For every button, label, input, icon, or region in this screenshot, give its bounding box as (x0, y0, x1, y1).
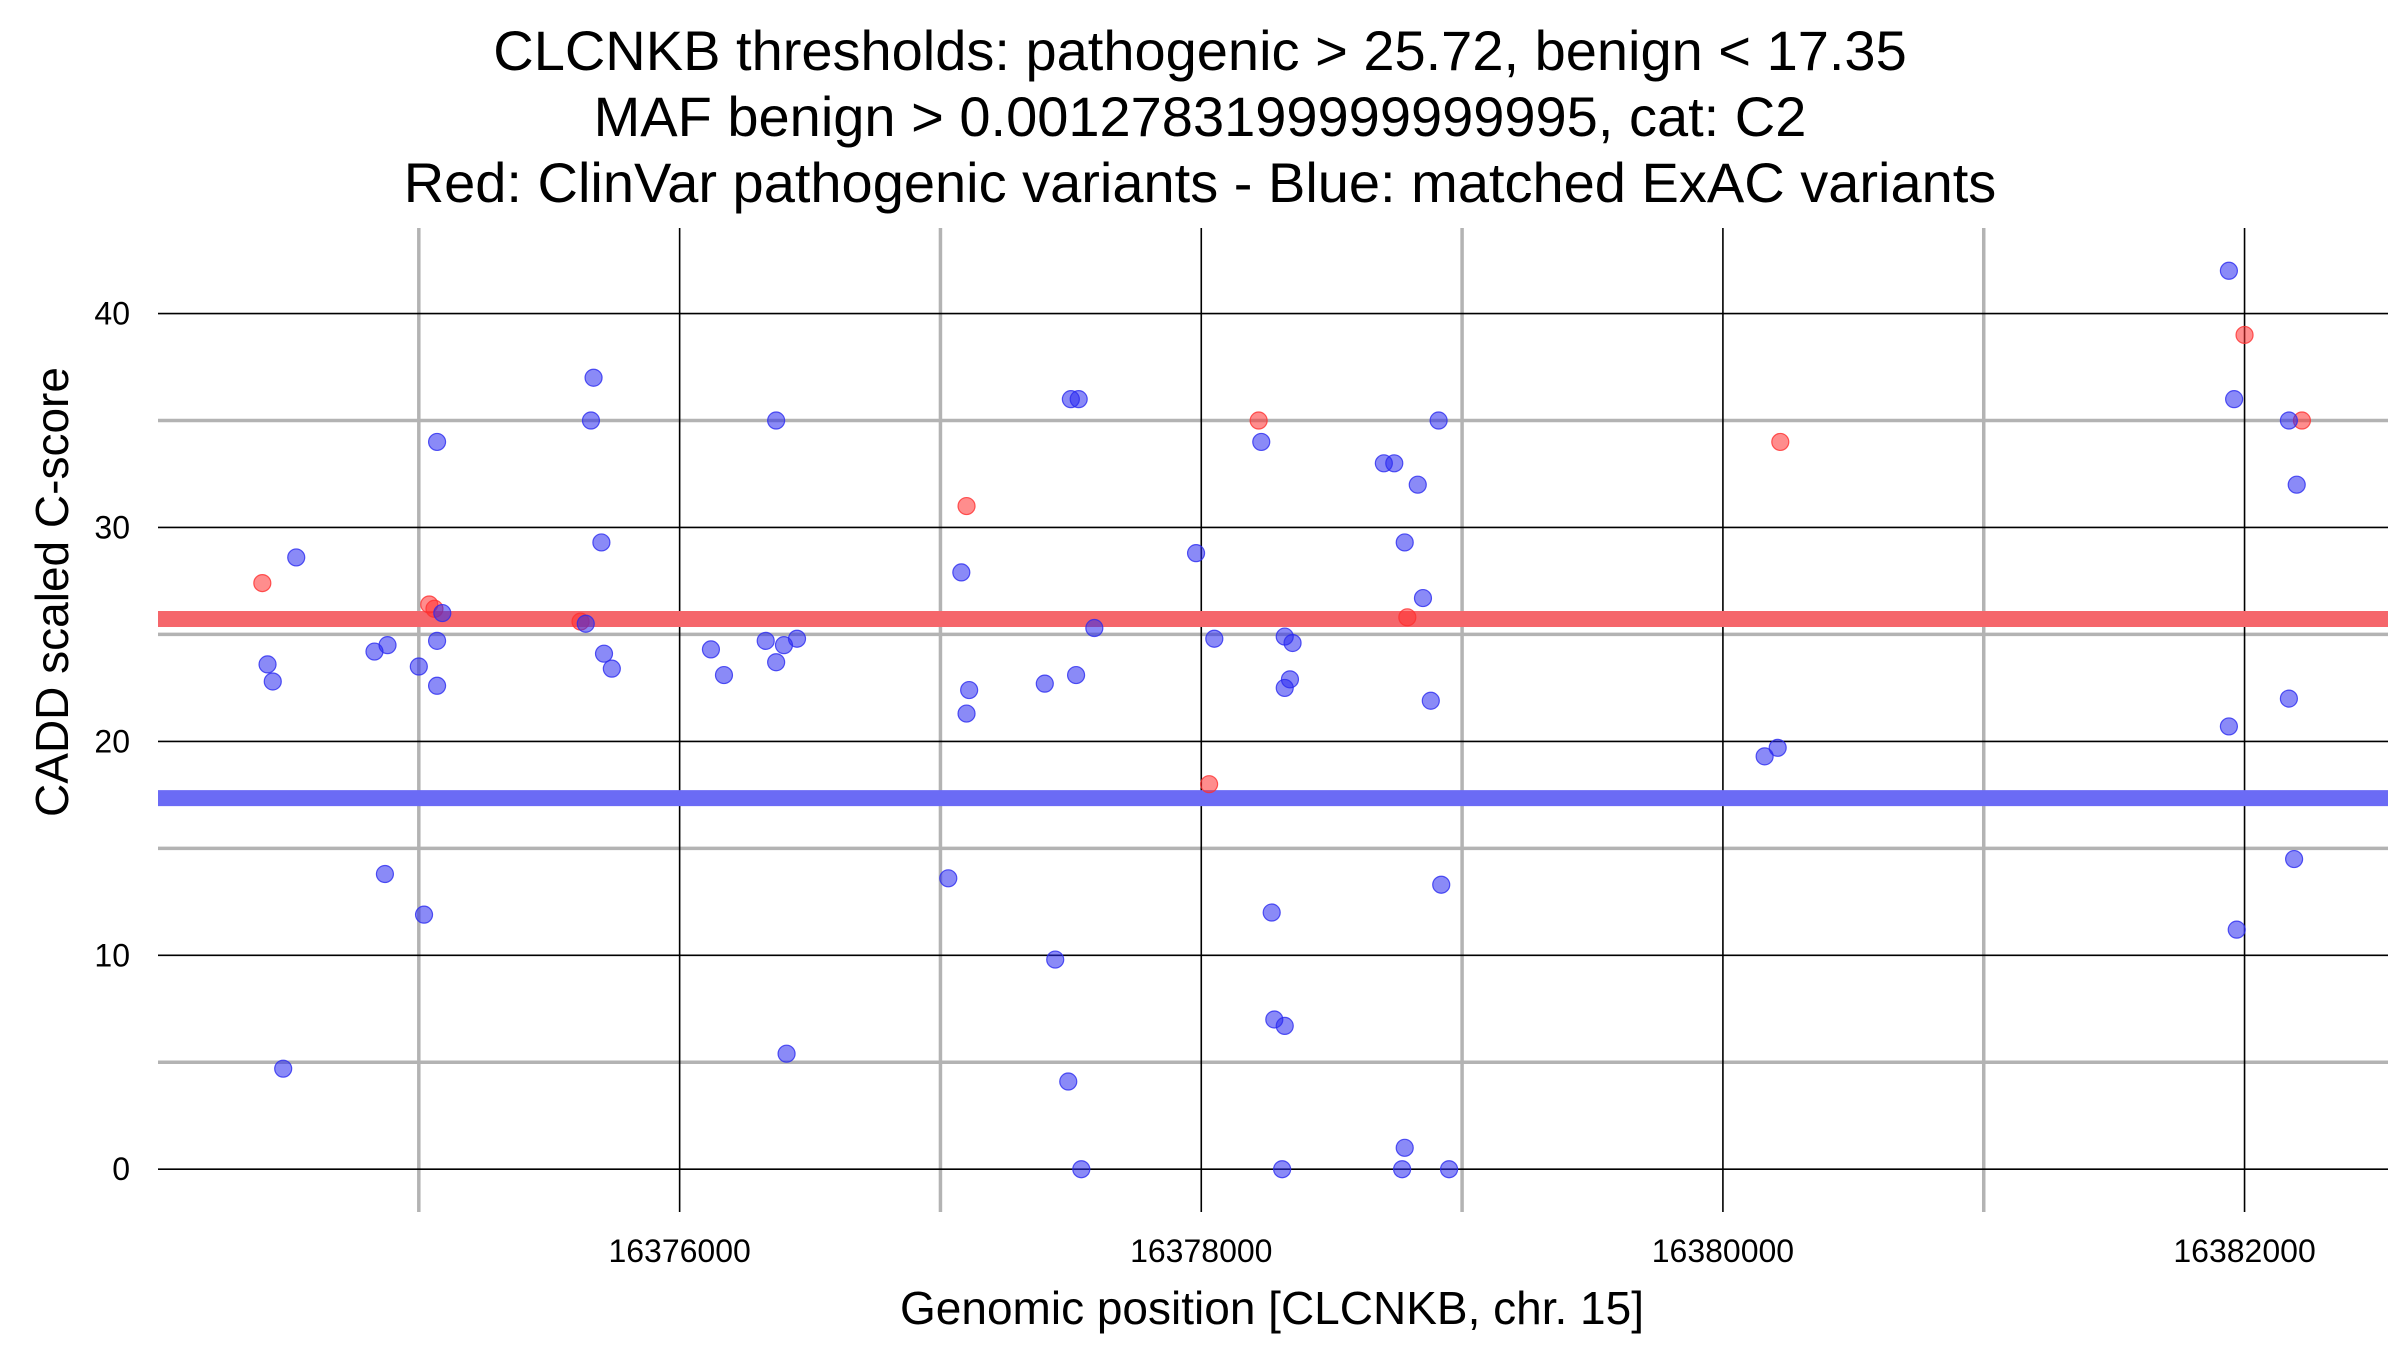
exac-point (1395, 1138, 1414, 1157)
exac-point (952, 563, 971, 582)
exac-point (1186, 544, 1206, 563)
chart-title-line-2: MAF benign > 0.0012783199999999995, cat:… (593, 85, 1807, 148)
exac-point (427, 631, 447, 650)
exac-point (1273, 1160, 1292, 1179)
exac-point (1066, 665, 1086, 685)
clinvar-point (253, 573, 272, 593)
exac-point (576, 614, 595, 633)
exac-point (1046, 950, 1065, 969)
y-tick-label: 30 (94, 509, 130, 545)
exac-point (258, 655, 277, 674)
exac-point (1755, 747, 1774, 766)
exac-point (1069, 390, 1088, 409)
exac-point (756, 631, 775, 650)
exac-point (427, 676, 447, 695)
exac-point (433, 603, 452, 623)
exac-point (714, 665, 734, 685)
threshold-lines (158, 611, 2388, 807)
exac-point (2225, 390, 2244, 409)
exac-point (701, 640, 721, 659)
exac-point (2219, 717, 2239, 736)
exac-point (1395, 533, 1414, 552)
exac-point (1085, 618, 1104, 638)
exac-point (1059, 1072, 1078, 1091)
exac-point (602, 659, 621, 678)
clinvar-point (1771, 432, 1790, 452)
exac-point (274, 1059, 293, 1078)
exac-point (287, 548, 306, 567)
y-tick-label: 0 (112, 1151, 130, 1187)
exac-point (1385, 454, 1404, 473)
clinvar-point (957, 496, 976, 516)
y-axis-label: CADD scaled C-score (26, 367, 78, 817)
exac-point (1072, 1160, 1091, 1179)
exac-point (1768, 738, 1787, 757)
y-tick-label: 20 (94, 723, 130, 759)
x-tick-label: 16380000 (1652, 1233, 1794, 1269)
exac-point (960, 680, 979, 700)
exac-point (2219, 261, 2239, 280)
exac-point (1283, 633, 1302, 653)
exac-point (777, 1044, 796, 1063)
x-tick-label: 16376000 (608, 1233, 750, 1269)
x-axis-label: Genomic position [CLCNKB, chr. 15] (900, 1282, 1644, 1334)
exac-point (584, 368, 603, 387)
exac-point (1275, 1016, 1294, 1035)
exac-point (1432, 875, 1451, 894)
clinvar-point (1398, 608, 1417, 627)
exac-point (2287, 475, 2306, 494)
exac-point (1408, 475, 1427, 494)
exac-point (409, 657, 428, 676)
exac-point (592, 533, 611, 552)
axis-ticks: 0 10 20 30 40 16376000 16378000 16380000 1638200… (94, 296, 2315, 1269)
exac-point (2279, 689, 2298, 708)
exac-point (1252, 432, 1271, 452)
exac-point (378, 636, 397, 655)
clinvar-point (1249, 411, 1268, 430)
data-points (253, 261, 2312, 1179)
x-tick-label: 16378000 (1130, 1233, 1272, 1269)
chart-title-line-1: CLCNKB thresholds: pathogenic > 25.72, b… (493, 19, 1907, 82)
exac-point (2279, 411, 2298, 430)
exac-point (1205, 629, 1224, 648)
exac-point (1262, 903, 1281, 922)
exac-point (1421, 691, 1440, 710)
exac-point (767, 411, 786, 430)
exac-point (1035, 674, 1054, 693)
exac-point (1280, 670, 1300, 689)
exac-point (581, 411, 601, 430)
chart-title-line-3: Red: ClinVar pathogenic variants - Blue:… (403, 151, 1997, 214)
clinvar-point (2235, 325, 2254, 345)
exac-point (767, 653, 786, 672)
exac-point (1439, 1160, 1459, 1179)
y-tick-label: 10 (94, 937, 130, 973)
exac-point (2227, 920, 2246, 939)
grid-lines (158, 228, 2388, 1212)
exac-point (957, 704, 976, 723)
x-tick-label: 16382000 (2173, 1233, 2315, 1269)
exac-point (414, 905, 434, 924)
exac-point (263, 672, 282, 691)
exac-point (427, 432, 447, 452)
exac-point (787, 629, 807, 648)
exac-point (939, 869, 958, 888)
y-tick-label: 40 (94, 296, 130, 332)
clinvar-point (1199, 775, 1219, 794)
exac-point (2285, 849, 2304, 869)
exac-point (1429, 411, 1448, 430)
exac-point (375, 864, 395, 884)
exac-point (594, 644, 614, 663)
exac-point (1393, 1160, 1412, 1179)
exac-point (1413, 588, 1433, 608)
